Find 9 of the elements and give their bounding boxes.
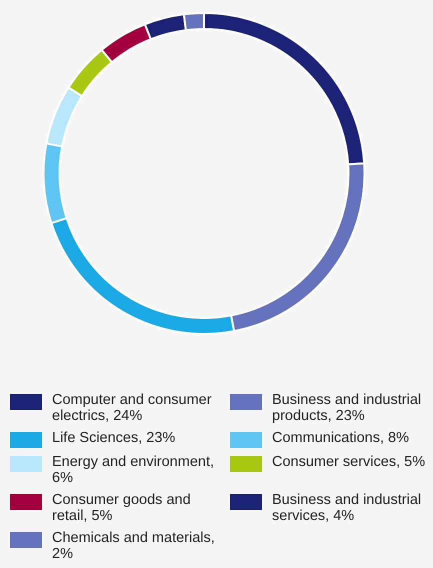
legend-label: Consumer goods and retail, 5%: [52, 492, 192, 524]
legend-label: Life Sciences, 23%: [52, 430, 176, 446]
legend-label: Consumer services, 5%: [272, 454, 426, 470]
legend-label: Communications, 8%: [272, 430, 409, 446]
legend-label: Chemicals and materials, 2%: [52, 530, 216, 562]
legend-label: Energy and environment, 6%: [52, 454, 216, 486]
legend-label: Business and industrial products, 23%: [272, 392, 422, 424]
legend-label: Computer and consumer electrics, 24%: [52, 392, 213, 424]
legend-label: Business and industrial services, 4%: [272, 492, 422, 524]
